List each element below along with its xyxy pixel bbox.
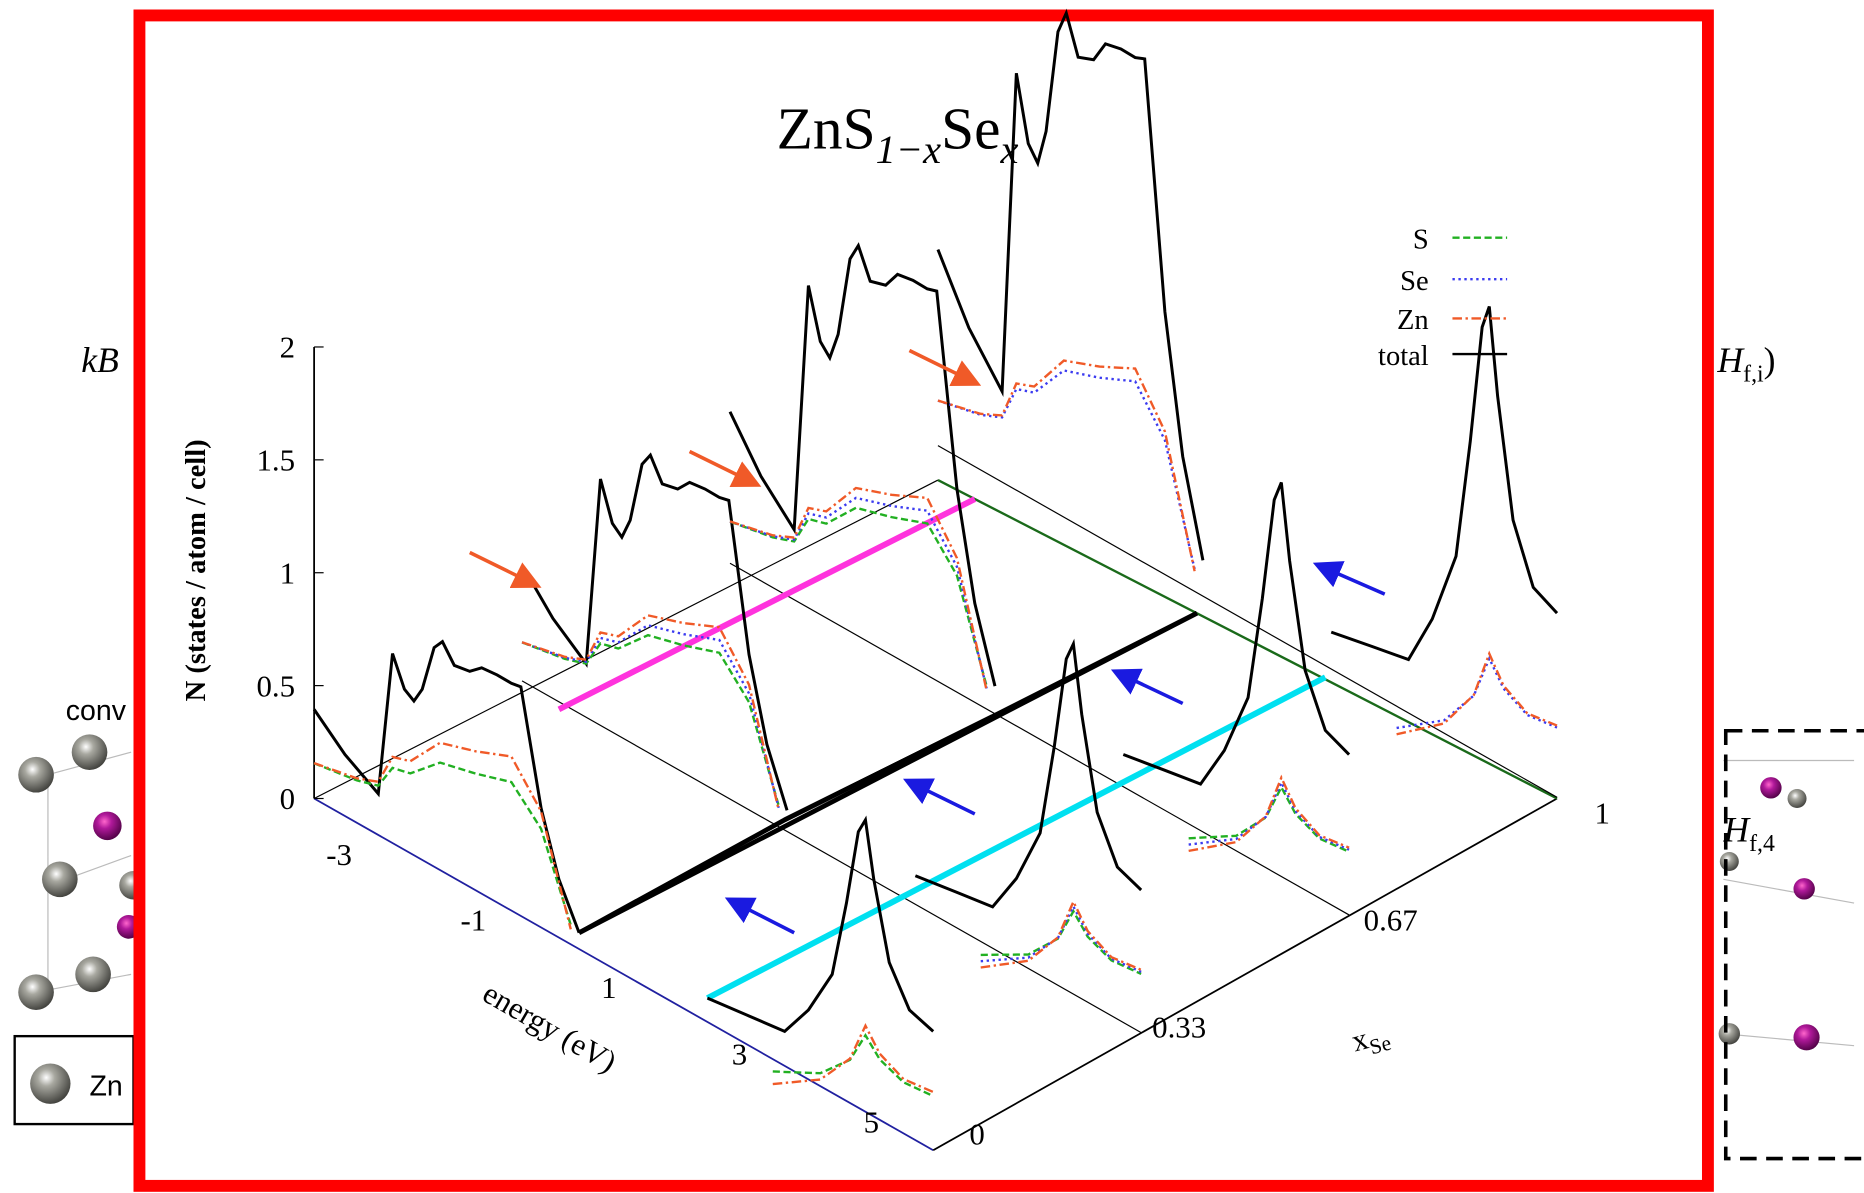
left-formula: kB (81, 340, 119, 380)
arrow (724, 897, 795, 935)
x-tick-label: 0.67 (1364, 902, 1418, 937)
vbm-line (557, 496, 977, 713)
total-conduction (706, 815, 935, 1034)
figure-title: ZnS1−xSex (777, 96, 1019, 172)
total-valence (520, 452, 789, 811)
arrow (1312, 561, 1386, 596)
legend-label: Zn (1397, 305, 1429, 336)
energy-tick-label: 1 (601, 970, 616, 1005)
legend-label: Zn (90, 1071, 123, 1103)
slice-baseline (729, 562, 1350, 916)
legend-label: total (1378, 341, 1429, 372)
pdos-zn (772, 1022, 934, 1094)
slice-baseline (937, 445, 1558, 798)
pdos-se (521, 624, 780, 809)
pdos-zn (521, 614, 780, 811)
pdos-zn (1396, 650, 1558, 736)
pdos-s (980, 908, 1142, 975)
arrow (903, 778, 976, 816)
pdos-zn (1188, 774, 1350, 853)
pdos-se (1396, 655, 1558, 730)
total-valence (312, 639, 581, 934)
arrow (1110, 668, 1184, 706)
energy-line (783, 714, 994, 823)
background: kB Hf,i) conv Zn Hf,4 (13, 340, 1864, 1161)
legend-label: S (1413, 224, 1429, 255)
total-conduction (914, 638, 1143, 909)
pdos-se (980, 903, 1142, 973)
arrow (908, 348, 982, 386)
legend-atom (30, 1063, 71, 1104)
energy-tick-label: -3 (326, 837, 352, 872)
pdos-se (1188, 779, 1350, 851)
total-conduction (1122, 481, 1351, 786)
axes (313, 346, 1558, 1151)
energy-line (577, 611, 1199, 935)
total-valence (728, 242, 997, 687)
total-valence (936, 8, 1205, 561)
y-tick-label: 1 (280, 555, 295, 590)
conv-label: conv (66, 695, 127, 727)
y-tick-label: 2 (280, 330, 295, 365)
total-conduction (1330, 305, 1559, 662)
pdos-s (729, 506, 988, 687)
pdos-se (729, 496, 988, 689)
pdos-zn (729, 486, 988, 691)
slice-baseline (521, 680, 1142, 1034)
right-formula: Hf,i) (1716, 340, 1775, 388)
energy-tick-label: 5 (864, 1104, 879, 1139)
figure-frame (133, 9, 1714, 1192)
pdos-zn (980, 898, 1142, 971)
pdos-s (1188, 784, 1350, 853)
x-tick-label: 0.33 (1152, 1009, 1206, 1044)
y-tick-label: 0 (280, 781, 295, 816)
y-tick-label: 1.5 (257, 443, 296, 478)
pdos-s (772, 1033, 934, 1098)
dashed-box (1723, 728, 1864, 1161)
arrow (468, 550, 542, 588)
pdos-zn (313, 741, 572, 930)
cbm-line (706, 674, 1327, 1001)
pdos-zn (937, 359, 1196, 572)
energy-tick-label: -1 (460, 902, 486, 937)
y-tick-label: 0.5 (257, 668, 296, 703)
x-tick-label: 0 (969, 1116, 984, 1151)
legend-label: Se (1400, 266, 1429, 297)
x-tick-label: 1 (1594, 795, 1609, 830)
y-axis-label: N (states / atom / cell) (181, 439, 212, 701)
right-label: Hf,4 (1722, 809, 1775, 857)
energy-tick-label: 3 (732, 1037, 747, 1072)
pdos-s (521, 633, 780, 807)
pdos-s (313, 761, 572, 926)
arrow (688, 449, 762, 487)
